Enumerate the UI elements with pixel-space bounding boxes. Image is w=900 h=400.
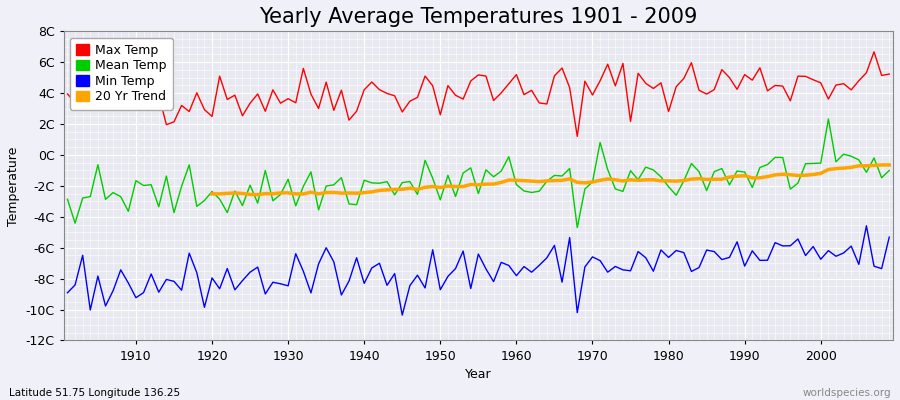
Mean Temp (572, 225, 582, 230)
Title: Yearly Average Temperatures 1901 - 2009: Yearly Average Temperatures 1901 - 2009 (259, 7, 698, 27)
Y-axis label: Temperature: Temperature (7, 146, 20, 226)
Line: Mean Temp: Mean Temp (68, 119, 889, 228)
Min Temp (291, 251, 302, 256)
Max Temp (868, 50, 879, 54)
Max Temp (291, 100, 302, 105)
Min Temp (62, 290, 73, 295)
Min Temp (610, 264, 621, 269)
Mean Temp (884, 168, 895, 173)
Mean Temp (503, 154, 514, 159)
Max Temp (884, 72, 895, 76)
20 Yr Trend (207, 192, 218, 196)
Mean Temp (62, 197, 73, 202)
20 Yr Trend (793, 173, 804, 178)
Min Temp (884, 235, 895, 240)
Mean Temp (823, 116, 833, 121)
Text: Latitude 51.75 Longitude 136.25: Latitude 51.75 Longitude 136.25 (9, 388, 180, 398)
20 Yr Trend (306, 190, 317, 195)
20 Yr Trend (778, 172, 788, 177)
Min Temp (518, 264, 529, 269)
Max Temp (572, 134, 582, 139)
Line: 20 Yr Trend: 20 Yr Trend (212, 165, 889, 195)
Min Temp (123, 280, 134, 285)
Legend: Max Temp, Mean Temp, Min Temp, 20 Yr Trend: Max Temp, Mean Temp, Min Temp, 20 Yr Tre… (70, 38, 173, 110)
Max Temp (336, 88, 346, 93)
Mean Temp (123, 209, 134, 214)
Min Temp (511, 273, 522, 278)
Max Temp (511, 72, 522, 77)
Mean Temp (291, 204, 302, 208)
Line: Min Temp: Min Temp (68, 226, 889, 315)
Min Temp (397, 313, 408, 318)
Mean Temp (511, 182, 522, 187)
Max Temp (62, 92, 73, 96)
20 Yr Trend (861, 164, 872, 168)
Min Temp (336, 292, 346, 297)
Text: worldspecies.org: worldspecies.org (803, 388, 891, 398)
Mean Temp (336, 175, 346, 180)
Line: Max Temp: Max Temp (68, 52, 889, 136)
Max Temp (610, 84, 621, 88)
Min Temp (861, 224, 872, 228)
20 Yr Trend (884, 162, 895, 167)
Mean Temp (610, 186, 621, 191)
20 Yr Trend (252, 192, 263, 197)
Max Temp (503, 81, 514, 86)
X-axis label: Year: Year (465, 368, 491, 381)
20 Yr Trend (419, 185, 430, 190)
Max Temp (123, 103, 134, 108)
20 Yr Trend (686, 177, 697, 182)
